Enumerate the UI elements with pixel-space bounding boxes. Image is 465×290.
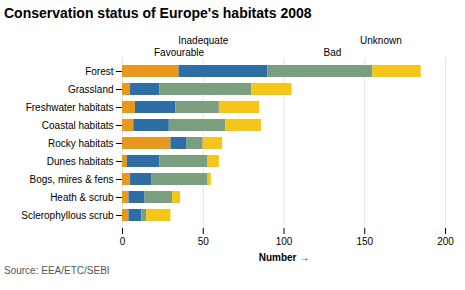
svg-text:100: 100 [276, 236, 293, 247]
svg-text:Bad: Bad [324, 47, 342, 58]
svg-text:Forest: Forest [85, 66, 114, 77]
svg-text:Bogs, mires & fens: Bogs, mires & fens [30, 174, 114, 185]
svg-text:150: 150 [356, 236, 373, 247]
svg-text:Sclerophyllous scrub: Sclerophyllous scrub [21, 210, 114, 221]
svg-text:Grassland: Grassland [68, 84, 114, 95]
svg-text:Rocky habitats: Rocky habitats [48, 138, 114, 149]
svg-text:Freshwater habitats: Freshwater habitats [26, 102, 114, 113]
html-text:Conservation status of Europe': Conservation status of Europe's habitats… [4, 5, 312, 21]
svg-text:50: 50 [198, 236, 210, 247]
svg-text:Inadequate: Inadequate [178, 35, 228, 46]
svg-text:200: 200 [437, 236, 454, 247]
svg-text:Unknown: Unknown [360, 35, 402, 46]
svg-text:Heath & scrub: Heath & scrub [50, 192, 114, 203]
svg-text:Coastal habitats: Coastal habitats [42, 120, 114, 131]
svg-text:0: 0 [120, 236, 126, 247]
html-text:Source: EEA/ETC/SEBI: Source: EEA/ETC/SEBI [4, 265, 110, 276]
svg-text:Favourable: Favourable [154, 47, 204, 58]
svg-text:Number →: Number → [259, 252, 310, 263]
svg-text:Dunes habitats: Dunes habitats [47, 156, 114, 167]
